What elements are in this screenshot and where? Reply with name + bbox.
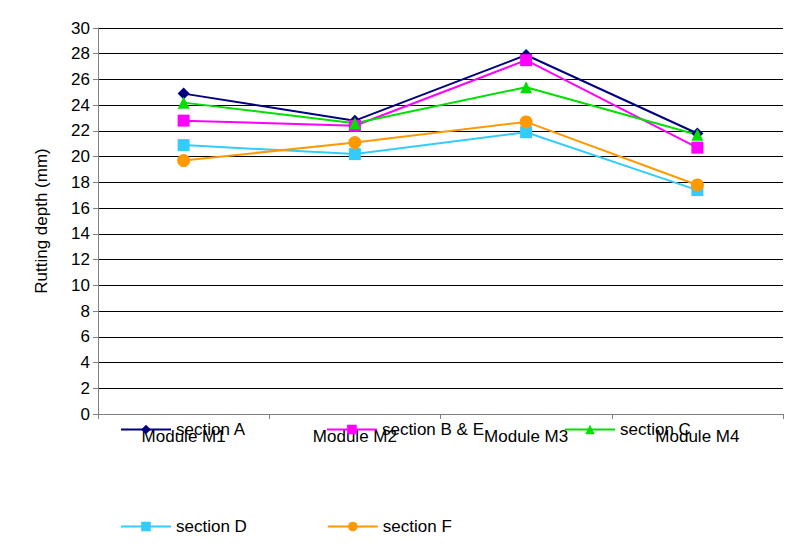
svg-text:section D: section D [176, 517, 247, 536]
svg-text:16: 16 [71, 199, 90, 218]
svg-text:30: 30 [71, 19, 90, 38]
svg-text:0: 0 [81, 405, 90, 424]
svg-text:24: 24 [71, 96, 90, 115]
svg-text:14: 14 [71, 224, 90, 243]
svg-text:4: 4 [81, 353, 90, 372]
svg-text:section A: section A [176, 420, 246, 439]
svg-text:20: 20 [71, 147, 90, 166]
svg-text:6: 6 [81, 327, 90, 346]
svg-text:Module M3: Module M3 [484, 427, 568, 446]
svg-text:section B & E: section B & E [382, 420, 484, 439]
svg-text:Rutting depth (mm): Rutting depth (mm) [32, 148, 51, 294]
svg-text:10: 10 [71, 276, 90, 295]
svg-text:18: 18 [71, 173, 90, 192]
svg-text:section C: section C [620, 420, 691, 439]
svg-text:26: 26 [71, 70, 90, 89]
svg-text:22: 22 [71, 121, 90, 140]
svg-text:section F: section F [383, 517, 452, 536]
svg-text:12: 12 [71, 250, 90, 269]
svg-text:28: 28 [71, 44, 90, 63]
svg-text:Module M4: Module M4 [655, 427, 740, 446]
svg-text:Module M2: Module M2 [312, 427, 397, 446]
svg-text:8: 8 [81, 302, 90, 321]
svg-text:2: 2 [81, 379, 90, 398]
